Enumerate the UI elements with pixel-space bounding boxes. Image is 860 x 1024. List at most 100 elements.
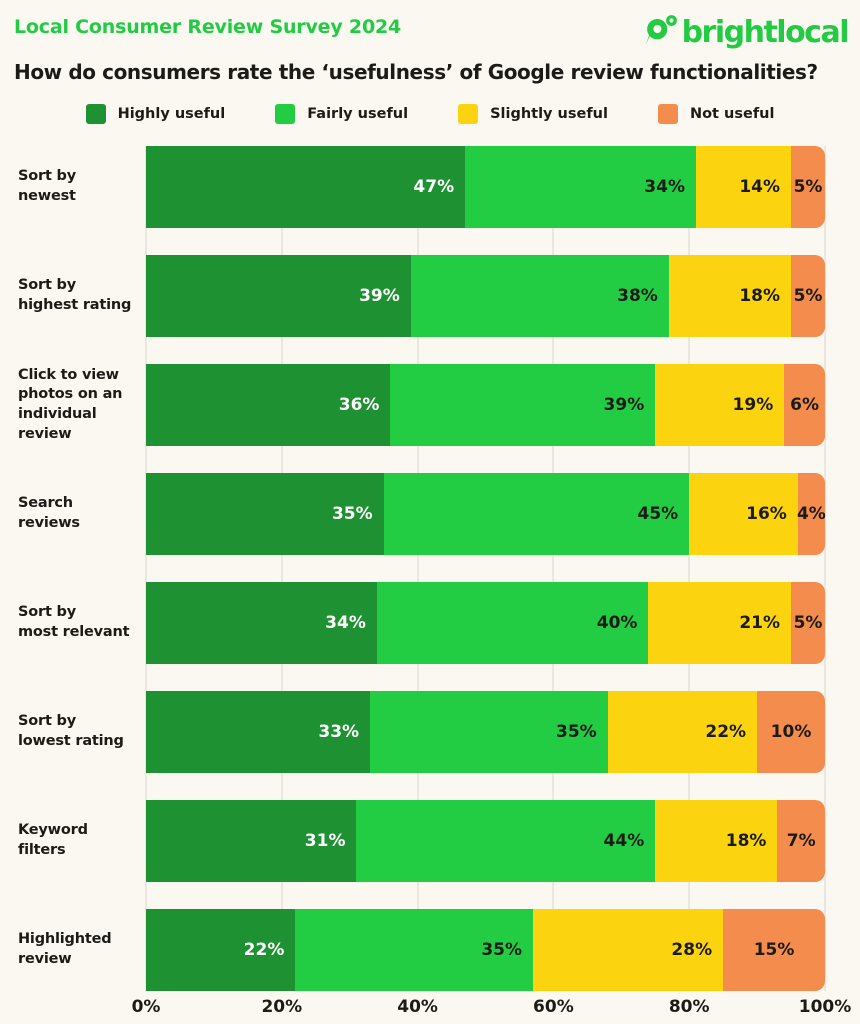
bar-row: Search reviews 35% 45% 16% 4% xyxy=(0,473,826,555)
bar-segment: 38% xyxy=(410,255,669,337)
segment-value: 35% xyxy=(481,940,523,960)
category-label: Keyword filters xyxy=(18,822,88,858)
segment-value: 39% xyxy=(603,395,645,415)
bar-segment: 5% xyxy=(791,146,825,228)
segment-value: 22% xyxy=(243,940,285,960)
segment-value: 39% xyxy=(359,286,400,306)
bar-segment: 39% xyxy=(390,364,656,446)
category-label: Sort by highest rating xyxy=(18,277,132,313)
category-label: Sort by newest xyxy=(18,168,76,204)
bar-segment: 5% xyxy=(791,255,825,337)
segment-value: 5% xyxy=(793,613,823,633)
segment-value: 38% xyxy=(617,286,658,306)
bar-segment: 16% xyxy=(689,473,798,555)
segment-value: 45% xyxy=(637,504,679,524)
brightlocal-logo: brightlocal xyxy=(642,12,850,52)
x-axis-tick: 20% xyxy=(261,997,303,1017)
gridline xyxy=(688,146,691,991)
legend-label: Not useful xyxy=(689,106,775,122)
legend-swatch xyxy=(275,104,296,124)
bar-segment: 4% xyxy=(797,473,826,555)
bar-segment: 21% xyxy=(648,582,792,664)
legend-item: Not useful xyxy=(657,104,775,124)
segment-value: 36% xyxy=(338,395,380,415)
segment-value: 28% xyxy=(671,940,713,960)
bar-segment: 36% xyxy=(146,364,391,446)
segment-value: 6% xyxy=(790,395,820,415)
bar-row: Highlighted review 22% 35% 28% 15% xyxy=(0,909,825,991)
segment-value: 14% xyxy=(739,177,781,197)
bar-segment: 28% xyxy=(533,909,724,991)
bar-row: Click to view photos on an individual re… xyxy=(0,364,825,446)
bar-segment: 15% xyxy=(723,909,825,991)
segment-value: 40% xyxy=(596,613,638,633)
bar-segment: 7% xyxy=(777,800,825,882)
bar-segment: 22% xyxy=(607,691,758,773)
category-label: Sort by most relevant xyxy=(18,604,130,640)
segment-value: 18% xyxy=(739,286,781,306)
legend-label: Slightly useful xyxy=(490,106,608,122)
segment-value: 44% xyxy=(603,831,645,851)
legend-label: Fairly useful xyxy=(307,106,409,122)
x-axis-tick: 80% xyxy=(668,997,710,1017)
bar-segment: 14% xyxy=(695,146,792,228)
segment-value: 21% xyxy=(739,613,781,633)
x-axis-tick: 60% xyxy=(533,997,574,1017)
category-label: Highlighted review xyxy=(18,931,112,967)
bar-segment: 19% xyxy=(655,364,785,446)
bar-segment: 18% xyxy=(655,800,778,882)
bar-track: 22% 35% 28% 15% xyxy=(146,909,825,991)
segment-value: 47% xyxy=(413,177,455,197)
bar-segment: 10% xyxy=(757,691,825,773)
bar-segment: 44% xyxy=(356,800,656,882)
x-axis-tick: 40% xyxy=(397,997,438,1017)
bar-track: 47% 34% 14% 5% xyxy=(146,146,825,228)
segment-value: 34% xyxy=(644,177,685,197)
bar-segment: 40% xyxy=(376,582,649,664)
gridline xyxy=(824,146,826,991)
header: Local Consumer Review Survey 2024 bright… xyxy=(14,12,850,52)
legend-swatch xyxy=(85,104,106,124)
segment-value: 10% xyxy=(770,722,812,742)
survey-title: Local Consumer Review Survey 2024 xyxy=(14,16,402,38)
bar-track: 31% 44% 18% 7% xyxy=(146,800,825,882)
bar-row: Sort by most relevant 34% 40% 21% 5% xyxy=(0,582,825,664)
logo-wordmark: brightlocal xyxy=(681,14,850,50)
segment-value: 35% xyxy=(556,722,597,742)
legend-label: Highly useful xyxy=(117,106,226,122)
bar-segment: 6% xyxy=(784,364,825,446)
bar-segment: 18% xyxy=(668,255,792,337)
bar-segment: 45% xyxy=(383,473,690,555)
gridline xyxy=(416,146,419,991)
segment-value: 5% xyxy=(793,286,823,306)
stacked-bar-chart: Sort by newest 47% 34% 14% 5% Sort by highest… xyxy=(0,146,860,1024)
bar-row: Sort by lowest rating 33% 35% 22% 10% xyxy=(0,691,825,773)
bar-segment: 22% xyxy=(146,909,296,991)
legend-item: Fairly useful xyxy=(275,104,408,124)
segment-value: 34% xyxy=(325,613,366,633)
bar-segment: 33% xyxy=(146,691,371,773)
bar-track: 39% 38% 18% 5% xyxy=(146,255,825,337)
gridline xyxy=(145,146,147,991)
segment-value: 15% xyxy=(753,940,795,960)
bar-segment: 5% xyxy=(791,582,825,664)
bar-row: Sort by newest 47% 34% 14% 5% xyxy=(0,146,825,228)
legend-item: Highly useful xyxy=(85,104,226,124)
bar-segment: 47% xyxy=(146,146,466,228)
legend-swatch xyxy=(458,104,479,124)
bar-segment: 35% xyxy=(295,909,534,991)
bar-track: 34% 40% 21% 5% xyxy=(146,582,825,664)
bar-segment: 34% xyxy=(146,582,377,664)
bar-segment: 35% xyxy=(146,473,384,555)
bar-track: 36% 39% 19% 6% xyxy=(146,364,825,446)
segment-value: 22% xyxy=(705,722,747,742)
gridlines xyxy=(145,146,826,991)
map-pin-heart-icon xyxy=(642,12,678,52)
segment-value: 7% xyxy=(786,831,816,851)
bar-segment: 35% xyxy=(370,691,608,773)
segment-value: 19% xyxy=(732,395,774,415)
segment-value: 18% xyxy=(725,831,767,851)
legend-item: Slightly useful xyxy=(458,104,608,124)
bar-track: 33% 35% 22% 10% xyxy=(146,691,825,773)
